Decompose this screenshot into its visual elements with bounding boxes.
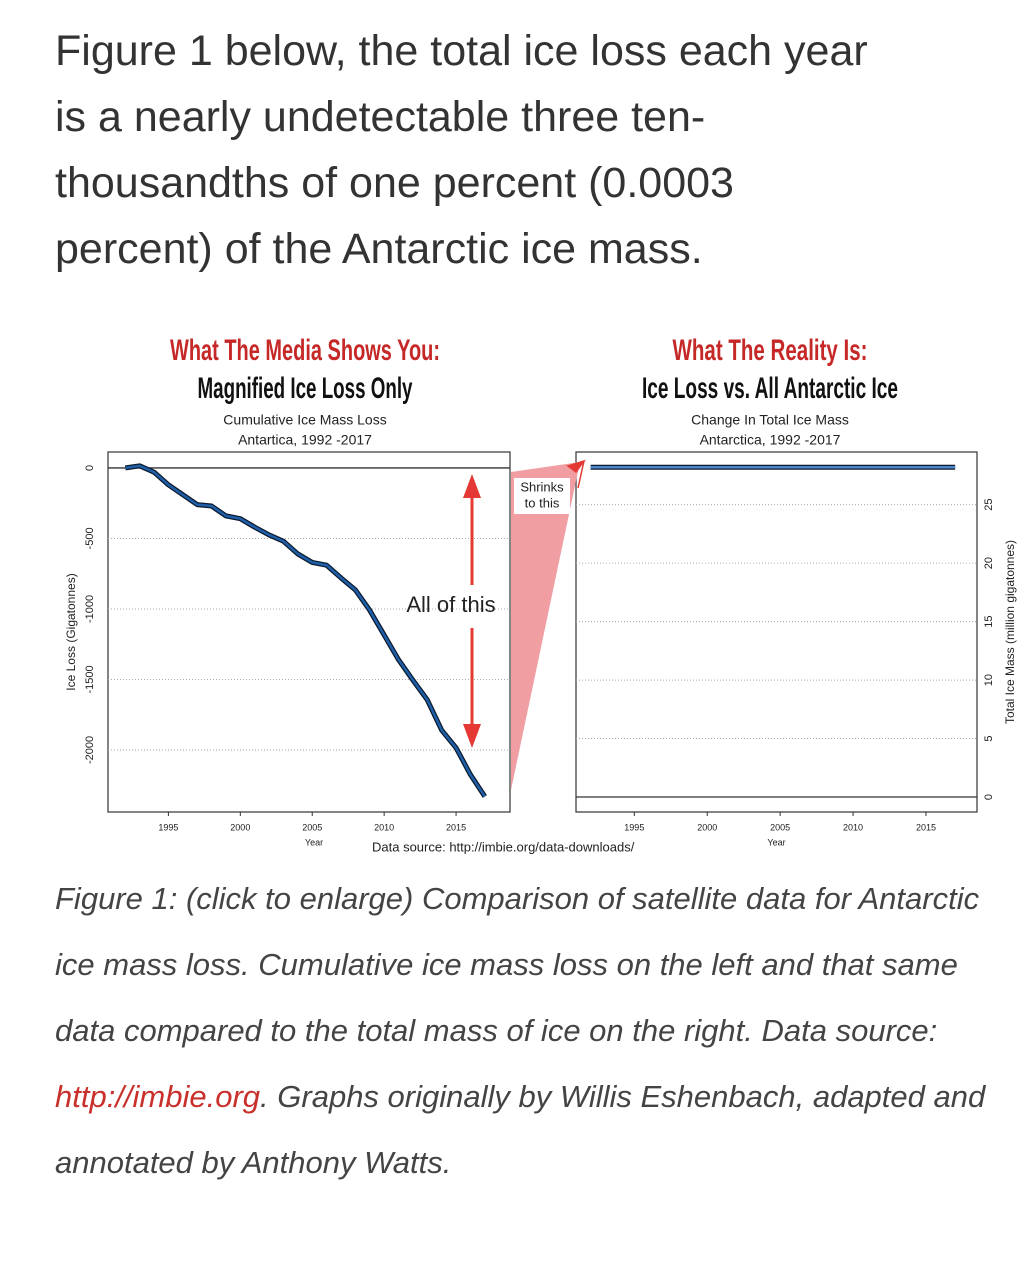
wedge-arrow [566, 459, 586, 489]
y-tick-label: -1500 [84, 665, 96, 693]
chart-title: Ice Loss vs. All Antarctic Ice [642, 372, 898, 405]
y-tick-label: 0 [983, 794, 995, 800]
caption-link[interactable]: http://imbie.org [55, 1079, 261, 1114]
chart-subtitle: Antarctica, 1992 -2017 [700, 432, 841, 448]
chart-subtitle: Cumulative Ice Mass Loss [223, 412, 386, 428]
y-tick-label: 10 [983, 674, 995, 686]
x-tick-label: 2005 [302, 822, 322, 832]
x-axis-label: Year [767, 837, 785, 847]
annotation: All of this [406, 592, 495, 617]
data-line [125, 464, 486, 798]
paragraph-line: thousandths of one percent (0.0003 [55, 159, 734, 207]
figure-caption: Figure 1: (click to enlarge) Comparison … [55, 866, 1015, 1196]
plot-frame [575, 451, 978, 813]
x-tick-label: 1995 [158, 822, 178, 832]
x-tick-label: 2010 [843, 822, 863, 832]
y-tick-label: 25 [983, 499, 995, 511]
charts: What The Media Shows You: Magnified Ice L… [64, 334, 1017, 847]
y-tick-label: -1000 [84, 595, 96, 623]
x-tick-label: 1995 [624, 822, 644, 832]
chart-subtitle: Change In Total Ice Mass [691, 412, 849, 428]
chart-subtitle: Antartica, 1992 -2017 [238, 432, 372, 448]
y-tick-label: -500 [84, 527, 96, 549]
y-tick-label: 5 [983, 735, 995, 741]
x-tick-label: 2010 [374, 822, 394, 832]
article-paragraph: Figure 1 below, the total ice loss each … [55, 18, 868, 282]
x-tick-label: 2015 [916, 822, 936, 832]
shrink-wedge [511, 462, 580, 790]
figure[interactable]: What The Media Shows You: Magnified Ice L… [0, 0, 1030, 870]
paragraph-line: Figure 1 below, the total ice loss each … [55, 27, 868, 75]
y-tick-label: 20 [983, 557, 995, 569]
y-axis-label: Total Ice Mass (million gigatonnes) [1003, 540, 1017, 724]
wedge-label: to this [525, 495, 560, 510]
data-source: Data source: http://imbie.org/data-downl… [372, 839, 635, 854]
caption-text: . Graphs originally by Willis Eshenbach,… [55, 1079, 986, 1180]
y-axis-label: Ice Loss (Gigatonnes) [64, 573, 78, 690]
x-tick-label: 2000 [697, 822, 717, 832]
paragraph-line: percent) of the Antarctic ice mass. [55, 225, 703, 273]
wedge-label-background [514, 478, 570, 514]
x-tick-label: 2000 [230, 822, 250, 832]
x-axis-label: Year [305, 837, 323, 847]
y-tick-label: 15 [983, 615, 995, 627]
y-tick-label: -2000 [84, 736, 96, 764]
chart-title: What The Media Shows You: [170, 334, 440, 367]
y-tick-label: 0 [84, 465, 96, 471]
x-tick-label: 2005 [770, 822, 790, 832]
paragraph-line: is a nearly undetectable three ten- [55, 93, 706, 141]
x-tick-label: 2015 [446, 822, 466, 832]
chart-title: Magnified Ice Loss Only [198, 372, 413, 405]
chart-title: What The Reality Is: [673, 334, 868, 367]
caption-text: Figure 1: (click to enlarge) Comparison … [55, 881, 980, 1048]
plot-frame [107, 451, 511, 813]
wedge-label: Shrinks [520, 479, 564, 494]
